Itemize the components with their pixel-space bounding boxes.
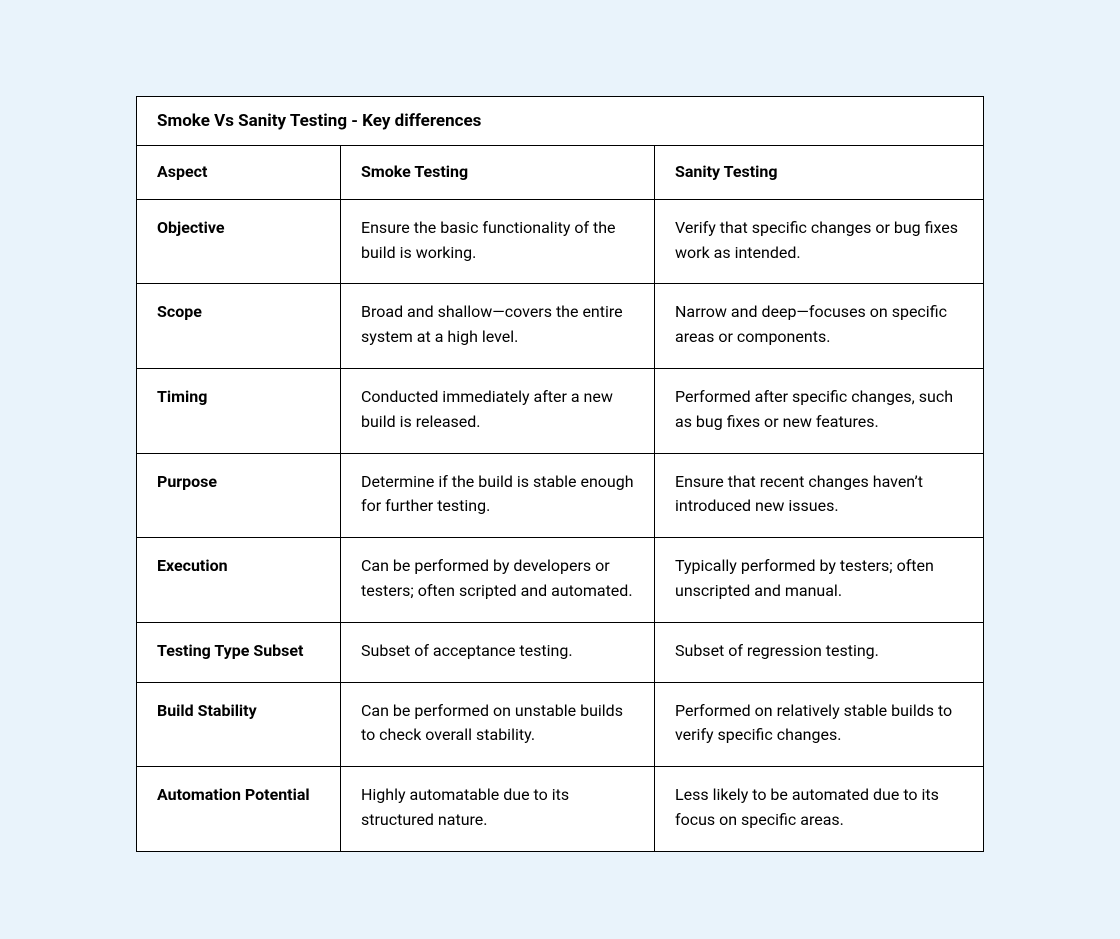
smoke-cell: Ensure the basic functionality of the bu… (341, 200, 655, 284)
smoke-cell: Highly automatable due to its structured… (341, 767, 655, 851)
table-row: Objective Ensure the basic functionality… (137, 200, 983, 285)
table-header-aspect: Aspect (137, 146, 341, 199)
smoke-cell: Conducted immediately after a new build … (341, 369, 655, 453)
table-row: Timing Conducted immediately after a new… (137, 369, 983, 454)
aspect-cell: Timing (137, 369, 341, 453)
table-row: Testing Type Subset Subset of acceptance… (137, 623, 983, 683)
sanity-cell: Less likely to be automated due to its f… (655, 767, 983, 851)
comparison-table: Smoke Vs Sanity Testing - Key difference… (136, 96, 984, 852)
aspect-cell: Build Stability (137, 683, 341, 767)
smoke-cell: Can be performed on unstable builds to c… (341, 683, 655, 767)
smoke-cell: Determine if the build is stable enough … (341, 454, 655, 538)
aspect-cell: Automation Potential (137, 767, 341, 851)
table-row: Purpose Determine if the build is stable… (137, 454, 983, 539)
smoke-cell: Subset of acceptance testing. (341, 623, 655, 682)
sanity-cell: Typically performed by testers; often un… (655, 538, 983, 622)
table-title: Smoke Vs Sanity Testing - Key difference… (137, 97, 983, 146)
table-row: Scope Broad and shallow—covers the entir… (137, 284, 983, 369)
aspect-cell: Testing Type Subset (137, 623, 341, 682)
sanity-cell: Verify that specific changes or bug fixe… (655, 200, 983, 284)
sanity-cell: Subset of regression testing. (655, 623, 983, 682)
smoke-cell: Broad and shallow—covers the entire syst… (341, 284, 655, 368)
table-row: Automation Potential Highly automatable … (137, 767, 983, 851)
aspect-cell: Purpose (137, 454, 341, 538)
sanity-cell: Performed after specific changes, such a… (655, 369, 983, 453)
table-header-row: Aspect Smoke Testing Sanity Testing (137, 146, 983, 200)
aspect-cell: Scope (137, 284, 341, 368)
sanity-cell: Performed on relatively stable builds to… (655, 683, 983, 767)
table-header-sanity: Sanity Testing (655, 146, 983, 199)
sanity-cell: Narrow and deep—focuses on specific area… (655, 284, 983, 368)
aspect-cell: Objective (137, 200, 341, 284)
table-row: Execution Can be performed by developers… (137, 538, 983, 623)
smoke-cell: Can be performed by developers or tester… (341, 538, 655, 622)
table-row: Build Stability Can be performed on unst… (137, 683, 983, 768)
aspect-cell: Execution (137, 538, 341, 622)
table-header-smoke: Smoke Testing (341, 146, 655, 199)
sanity-cell: Ensure that recent changes haven’t intro… (655, 454, 983, 538)
